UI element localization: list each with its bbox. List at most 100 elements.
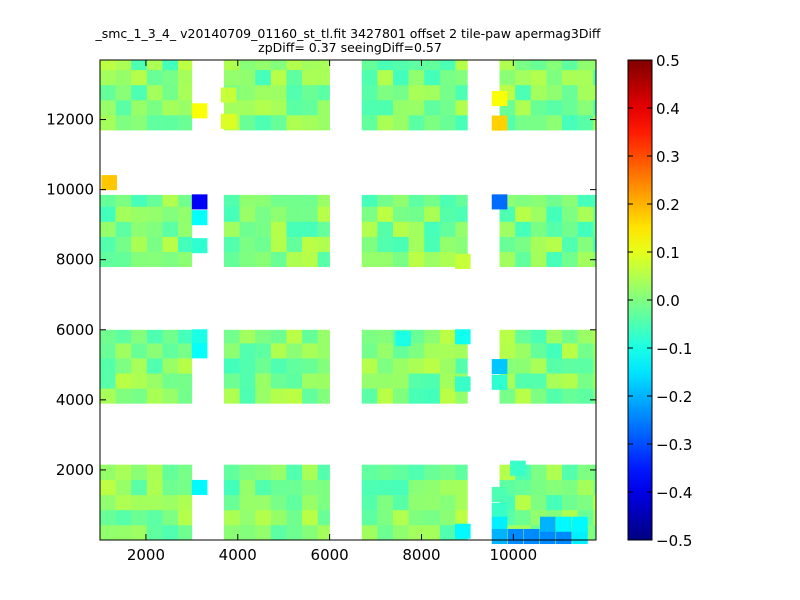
colorbar-tick-label: −0.2: [656, 388, 692, 406]
heatmap-cell: [317, 194, 330, 207]
heatmap-cell: [377, 388, 394, 404]
heatmap-cell: [224, 194, 240, 207]
heatmap-cell: [439, 84, 456, 101]
heatmap-cell: [499, 388, 516, 404]
heatmap-cell-notable: [539, 516, 556, 532]
heatmap-cell: [131, 221, 148, 237]
heatmap-cell: [146, 464, 163, 481]
heatmap-cell: [361, 60, 378, 71]
heatmap-cell: [577, 479, 594, 496]
heatmap-cell-notable: [220, 113, 237, 129]
heatmap-cell: [562, 84, 578, 101]
colorbar-tick-label: −0.1: [656, 340, 692, 358]
heatmap-cell: [131, 343, 148, 359]
heatmap-cell: [317, 343, 330, 359]
heatmap-cell: [270, 206, 287, 222]
heatmap-cell: [302, 524, 318, 541]
heatmap-cell: [255, 60, 272, 71]
heatmap-cell: [178, 464, 193, 481]
heatmap-cell: [455, 388, 468, 404]
heatmap-cell: [224, 388, 240, 404]
heatmap-cell: [546, 358, 563, 374]
heatmap-cell: [408, 60, 425, 71]
heatmap-cell: [239, 343, 256, 359]
heatmap-cell: [178, 206, 193, 222]
chart-title-line-1: _smc_1_3_4_ v20140709_01160_st_tl.fit 34…: [94, 26, 600, 41]
heatmap-cell: [515, 509, 532, 526]
heatmap-cell: [455, 221, 468, 237]
heatmap-cell: [178, 99, 193, 116]
heatmap-cell: [224, 206, 240, 222]
heatmap-cell: [100, 206, 116, 222]
heatmap-cell: [577, 84, 594, 101]
heatmap-cell-notable: [191, 329, 208, 345]
heatmap-cell: [424, 251, 441, 268]
heatmap-cell: [393, 494, 409, 511]
heatmap-cell: [393, 251, 409, 268]
heatmap-cell: [546, 194, 563, 207]
heatmap-cell: [239, 60, 256, 71]
heatmap-cell: [255, 115, 272, 131]
x-tick-label: 8000: [402, 546, 440, 564]
heatmap-cell: [224, 329, 240, 344]
heatmap-cell: [424, 115, 441, 131]
heatmap-cell: [361, 524, 378, 541]
heatmap-cell: [455, 509, 468, 526]
heatmap-cell: [317, 251, 330, 268]
heatmap-cell: [562, 329, 578, 344]
heatmap-cell: [239, 236, 256, 252]
heatmap-cell: [361, 206, 378, 222]
heatmap-cell: [562, 251, 578, 268]
heatmap-cell: [593, 99, 597, 116]
heatmap-cell: [239, 388, 256, 404]
heatmap-cell: [530, 358, 547, 374]
heatmap-cell: [562, 343, 578, 359]
heatmap-cell: [317, 329, 330, 344]
heatmap-cell: [593, 221, 597, 237]
heatmap-cell: [162, 464, 179, 481]
heatmap-cell: [178, 221, 193, 237]
heatmap-cell: [530, 206, 547, 222]
heatmap-cell: [178, 373, 193, 389]
colorbar-tick-label: −0.3: [656, 436, 692, 454]
heatmap-cell-notable: [572, 516, 588, 532]
heatmap-cell: [515, 251, 532, 268]
heatmap-cell: [546, 236, 563, 252]
heatmap-cell: [546, 494, 563, 511]
heatmap-cell: [115, 221, 132, 237]
heatmap-cell: [131, 194, 148, 207]
heatmap-cell-notable: [507, 528, 524, 545]
heatmap-cell: [361, 251, 378, 268]
heatmap-cell: [317, 99, 330, 116]
heatmap-cell: [377, 99, 394, 116]
heatmap-cell: [499, 329, 516, 344]
heatmap-cell: [562, 388, 578, 404]
heatmap-cell: [439, 524, 456, 541]
heatmap-cell: [377, 236, 394, 252]
heatmap-cell: [530, 464, 547, 481]
heatmap-cell: [100, 524, 116, 541]
heatmap-cell: [115, 329, 132, 344]
heatmap-cell: [146, 60, 163, 71]
colorbar-tick-label: 0.5: [656, 52, 680, 70]
heatmap-cell: [100, 69, 116, 86]
plot-frame: [99, 59, 597, 541]
heatmap-cell: [515, 99, 532, 116]
heatmap-cell: [361, 115, 378, 131]
heatmap-cell: [131, 115, 148, 131]
heatmap-cell: [317, 84, 330, 101]
heatmap-cell: [115, 251, 132, 268]
heatmap-cell: [255, 343, 272, 359]
heatmap-cell: [255, 464, 272, 481]
heatmap-cell: [100, 60, 116, 71]
heatmap-cell: [515, 329, 532, 344]
heatmap-cell: [361, 194, 378, 207]
heatmap-cell: [302, 84, 318, 101]
heatmap-cell: [115, 206, 132, 222]
heatmap-cell: [302, 494, 318, 511]
heatmap-cell: [178, 343, 193, 359]
heatmap-cell: [393, 373, 409, 389]
heatmap-cell: [439, 194, 456, 207]
heatmap-cell: [286, 99, 303, 116]
heatmap-cell: [577, 494, 594, 511]
